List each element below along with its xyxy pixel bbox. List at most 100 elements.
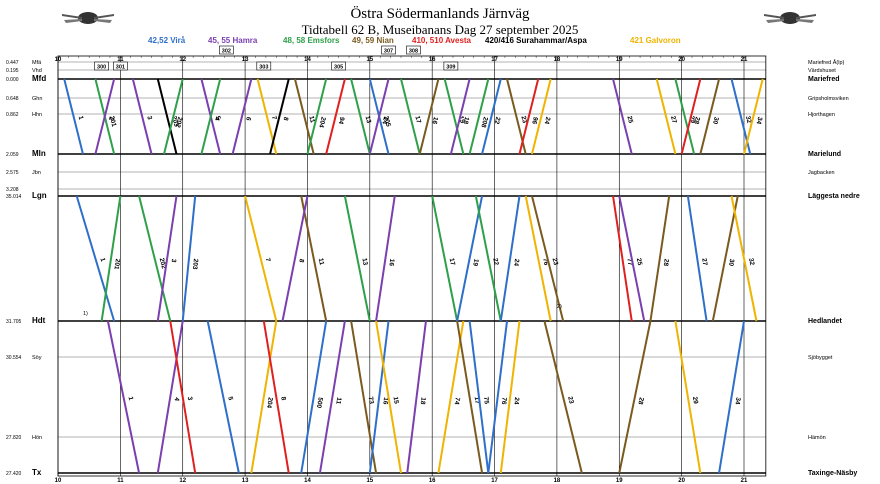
- station-name: Sjöbygget: [808, 355, 833, 361]
- shunt-box: [113, 61, 128, 71]
- train-line-upper: [518, 78, 540, 155]
- train-number-lower: 15: [392, 396, 400, 405]
- train-line-middle: [686, 195, 708, 322]
- station-km: 35.014: [6, 194, 22, 200]
- railway-logo-right: [764, 12, 816, 24]
- station-code: Mln: [32, 149, 46, 158]
- x-tick-label-bottom: 14: [304, 478, 311, 484]
- train-number-middle: 28: [662, 258, 670, 267]
- train-number-middle: 23: [551, 257, 560, 266]
- x-tick-label-bottom: 17: [491, 478, 498, 484]
- train-line-middle: [100, 195, 122, 322]
- train-number-upper: 19: [457, 115, 466, 124]
- train-number-upper: 5: [214, 115, 222, 121]
- station-km: 27.420: [6, 471, 22, 477]
- train-number-lower: 3: [186, 396, 194, 401]
- train-line-lower: [456, 320, 484, 474]
- train-line-upper: [350, 78, 371, 155]
- train-number-lower: 29: [691, 396, 699, 405]
- train-number-lower: 11: [334, 397, 342, 405]
- train-line-upper: [418, 78, 440, 155]
- x-tick-label-top: 20: [678, 57, 685, 63]
- train-number-middle: 1: [99, 257, 107, 263]
- shunt-box: [381, 45, 396, 55]
- train-number-upper: 23: [519, 115, 528, 124]
- shunt-box-label: 303: [259, 65, 268, 71]
- shunt-box-label: 307: [384, 49, 393, 55]
- train-line-middle: [431, 195, 459, 322]
- page-subtitle: Tidtabell 62 B, Museibanans Dag 27 septe…: [301, 22, 579, 37]
- station-km: 2.575: [6, 170, 19, 176]
- train-number-lower: 204: [265, 397, 274, 409]
- station-name: Värdshuset: [808, 68, 836, 74]
- train-line-upper: [269, 78, 290, 155]
- train-line-middle: [618, 195, 646, 322]
- station-name: Hämön: [808, 435, 826, 441]
- train-line-upper: [231, 78, 253, 155]
- train-number-upper: 27: [669, 115, 678, 124]
- shunt-box: [331, 61, 346, 71]
- x-tick-label-bottom: 20: [678, 478, 685, 484]
- train-number-upper: 94: [337, 116, 346, 125]
- x-tick-label-bottom: 10: [55, 478, 62, 484]
- train-line-lower: [718, 320, 745, 474]
- shunt-box-label: 308: [409, 49, 418, 55]
- train-number-lower: 500: [315, 397, 324, 409]
- train-line-upper: [530, 78, 552, 155]
- shunt-box: [406, 45, 421, 55]
- train-line-middle: [474, 195, 502, 322]
- train-number-lower: 5: [226, 396, 234, 401]
- station-km: 30.554: [6, 355, 22, 361]
- station-km: 0.000: [6, 77, 19, 83]
- station-name: Hjorthagen: [808, 112, 835, 118]
- legend-item: 421 Galvoron: [630, 36, 681, 45]
- train-line-lower: [169, 320, 197, 474]
- train-line-upper: [655, 78, 677, 155]
- station-code: Mfä: [32, 60, 42, 66]
- station-code: Hön: [32, 435, 42, 441]
- train-line-middle: [730, 195, 758, 322]
- station-name: Jagbacken: [808, 170, 835, 176]
- station-code: Hhn: [32, 112, 42, 118]
- station-name: Läggesta nedre: [808, 193, 860, 200]
- train-number-lower: 16: [381, 397, 389, 405]
- x-tick-label-bottom: 19: [616, 478, 623, 484]
- train-line-lower: [300, 320, 328, 474]
- train-number-upper: 202: [174, 116, 184, 129]
- train-line-lower: [250, 320, 278, 474]
- train-number-lower: 4: [173, 397, 181, 402]
- train-number-upper: 18: [461, 116, 470, 125]
- train-line-middle: [612, 195, 633, 322]
- train-number-lower: 75: [482, 396, 490, 404]
- train-number-middle: 32: [747, 258, 755, 267]
- train-line-lower: [318, 320, 346, 474]
- train-line-lower: [674, 320, 702, 474]
- train-number-middle: 201: [112, 258, 121, 270]
- train-number-upper: 28: [692, 116, 701, 125]
- train-number-lower: 34: [733, 397, 741, 406]
- shunt-box: [219, 45, 234, 55]
- train-line-middle: [649, 195, 671, 322]
- shunt-box-label: 300: [97, 65, 106, 71]
- train-number-upper: 6: [244, 116, 252, 122]
- train-number-middle: 7: [264, 257, 272, 263]
- x-tick-label-top: 21: [741, 57, 748, 63]
- legend-item: 45, 55 Hamra: [208, 36, 258, 45]
- station-code: Lgn: [32, 191, 47, 200]
- station-name: Hedlandet: [808, 318, 843, 325]
- train-line-upper: [306, 78, 328, 155]
- train-number-upper: 2: [107, 116, 115, 122]
- train-number-middle: 11: [317, 258, 325, 266]
- x-tick-label-top: 14: [304, 57, 311, 63]
- station-km: 0.862: [6, 112, 19, 118]
- shunt-box: [443, 61, 459, 71]
- train-line-lower: [437, 320, 465, 474]
- train-number-upper: 13: [364, 115, 373, 124]
- train-line-upper: [163, 78, 184, 155]
- train-number-upper: 34: [755, 116, 764, 125]
- train-line-lower: [350, 320, 378, 474]
- x-tick-label-top: 19: [616, 57, 623, 63]
- train-number-upper: 4: [213, 116, 221, 122]
- page-title: Östra Södermanlands Järnväg: [350, 6, 530, 22]
